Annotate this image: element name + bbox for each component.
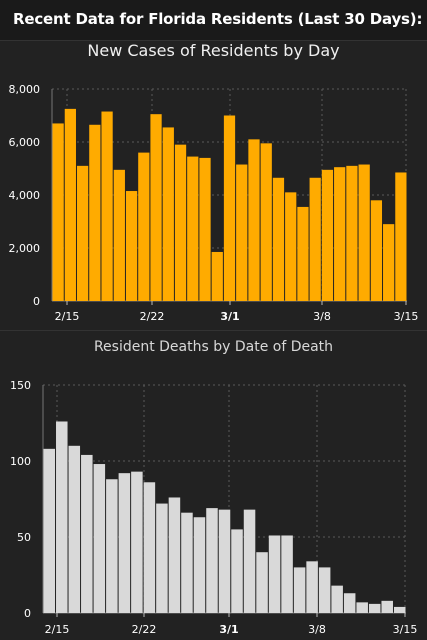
cases-bar [358,164,370,301]
deaths-bar [306,561,318,613]
deaths-bar [231,529,243,613]
deaths-y-tick-label: 0 [24,607,31,620]
deaths-bar [68,445,81,613]
cases-y-tick-label: 2,000 [9,242,41,255]
cases-bar [174,144,187,301]
deaths-x-tick-label: 3/1 [219,623,238,636]
deaths-bar [331,585,343,613]
deaths-bar [243,509,256,613]
deaths-bar [81,454,93,613]
deaths-x-tick-label: 2/22 [132,623,157,636]
cases-bar [383,224,395,301]
cases-y-tick-label: 6,000 [9,136,41,149]
cases-bar [125,191,138,301]
cases-bar [248,139,260,301]
cases-bar [113,169,125,301]
deaths-x-tick-label: 3/8 [308,623,326,636]
deaths-bar [318,567,331,613]
page-title: Recent Data for Florida Residents (Last … [13,10,423,28]
cases-y-tick-label: 8,000 [9,83,41,96]
deaths-bar [143,482,156,613]
cases-chart-title: New Cases of Residents by Day [87,41,340,60]
deaths-chart: 0 50 100 150 2/15 2/22 3/1 3/8 3/15 [10,379,418,636]
cases-bar [321,169,334,301]
deaths-bar [281,535,293,613]
cases-y-tick-label: 4,000 [9,189,41,202]
cases-bar [297,206,309,301]
cases-bar [162,127,174,301]
cases-bar [52,123,64,301]
deaths-bar [193,517,206,613]
cases-bar [150,114,162,301]
cases-chart: 0 2,000 4,000 6,000 8,000 2/15 2/22 3/1 3/8 3/15 [9,83,419,323]
cases-x-tick-label: 2/15 [55,310,80,323]
deaths-bar [206,508,218,613]
deaths-x-tick-label: 2/15 [45,623,70,636]
deaths-bar [131,471,143,613]
deaths-bar [343,593,356,613]
deaths-bar [93,464,106,613]
cases-bar [260,143,272,301]
cases-bar [138,152,150,301]
deaths-bar [256,552,268,613]
deaths-chart-title: Resident Deaths by Date of Death [93,339,334,355]
deaths-y-tick-label: 150 [10,379,31,392]
cases-bar [236,164,248,301]
cases-x-tick-label: 3/15 [394,310,419,323]
deaths-bar [218,509,231,613]
cases-bar [64,108,76,301]
cases-bar [89,124,101,302]
cases-bar [395,172,407,301]
deaths-bar [393,606,406,613]
deaths-bar [43,448,56,613]
deaths-bar [106,479,118,613]
cases-bar [187,156,199,301]
deaths-bar [381,600,393,613]
cases-bar [211,251,223,301]
cases-x-tick-label: 3/1 [220,310,239,323]
deaths-bar [368,603,381,613]
cases-bar [223,115,236,301]
deaths-y-tick-label: 100 [10,455,31,468]
deaths-bar [118,473,131,613]
cases-bar [285,192,297,301]
cases-x-tick-label: 2/22 [140,310,165,323]
cases-x-tick-label: 3/8 [313,310,331,323]
deaths-bar [168,497,181,613]
cases-bar [370,200,383,301]
deaths-bar [181,512,193,613]
deaths-bar [56,421,68,613]
cases-bar [309,177,321,301]
cases-bar [272,177,285,301]
deaths-y-tick-label: 50 [17,531,31,544]
deaths-x-tick-label: 3/15 [393,623,418,636]
deaths-bar [356,602,368,613]
deaths-bar [268,535,281,613]
cases-bar [346,165,358,301]
cases-bar [334,167,346,301]
cases-bar [199,157,211,301]
cases-bar [101,111,113,302]
deaths-bar [156,503,168,613]
header-bar: Recent Data for Florida Residents (Last … [0,0,427,41]
deaths-bar [293,567,306,613]
cases-bar [76,165,89,301]
cases-y-tick-label: 0 [33,295,40,308]
